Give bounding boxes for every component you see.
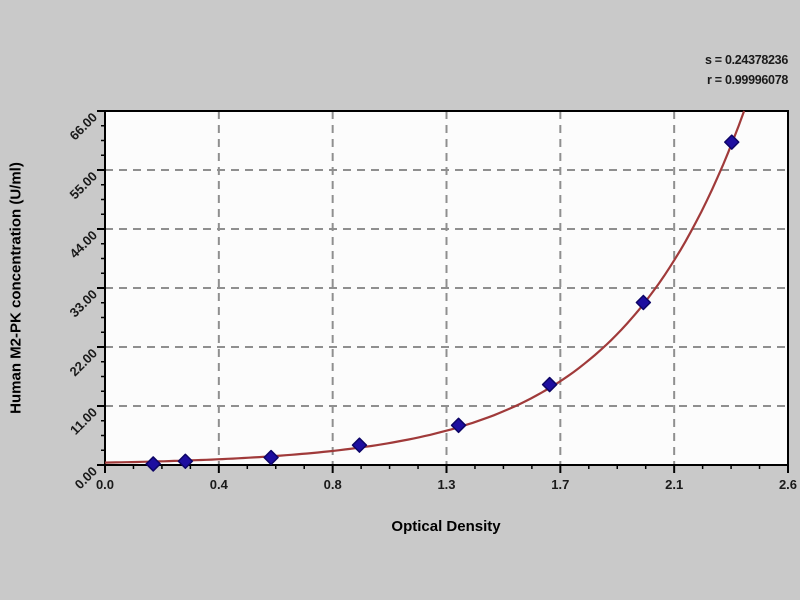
data-point-marker xyxy=(450,417,467,434)
y-tick-label: 33.00 xyxy=(67,287,101,321)
data-point-marker xyxy=(635,294,652,311)
fit-stat-s: s = 0.24378236 xyxy=(704,53,788,67)
x-tick-label: 1.3 xyxy=(437,477,455,492)
x-axis-title: Optical Density xyxy=(391,518,501,535)
data-point-marker xyxy=(541,376,558,393)
fit-curve xyxy=(104,110,746,464)
fit-statistics: s = 0.24378236 r = 0.99996078 xyxy=(705,50,788,90)
data-point-marker xyxy=(145,456,161,472)
data-point-marker xyxy=(177,453,194,469)
x-tick-label: 0.4 xyxy=(210,477,229,492)
fit-stat-r: r = 0.99996078 xyxy=(707,73,788,87)
x-tick-label: 2.1 xyxy=(665,477,683,492)
x-tick-label: 2.6 xyxy=(779,477,797,492)
y-tick-label: 55.00 xyxy=(67,169,101,203)
y-tick-label: 44.00 xyxy=(67,228,101,262)
data-point-marker xyxy=(263,449,279,466)
y-axis-title: Human M2-PK concentration (U/ml) xyxy=(7,162,25,414)
y-tick-label: 22.00 xyxy=(67,346,101,380)
x-tick-label: 1.7 xyxy=(551,477,569,492)
x-tick-label: 0.0 xyxy=(96,477,114,492)
data-point-marker xyxy=(351,437,368,453)
y-tick-label: 11.00 xyxy=(67,405,100,438)
data-point-marker xyxy=(724,134,740,150)
y-tick-label: 66.00 xyxy=(67,110,101,144)
x-tick-label: 0.8 xyxy=(324,477,342,492)
